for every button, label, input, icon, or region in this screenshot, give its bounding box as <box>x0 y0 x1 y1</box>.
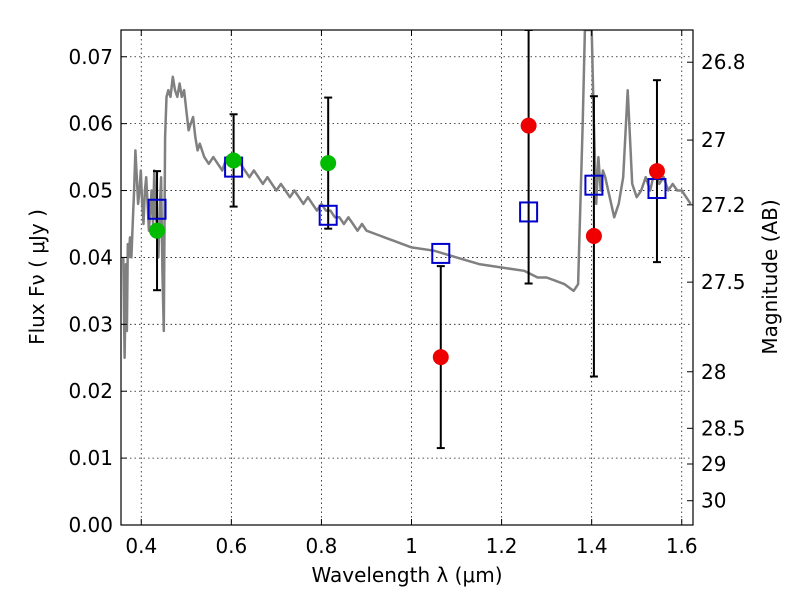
model-spectrum <box>122 30 692 360</box>
y-tick-label: 0.03 <box>68 312 113 336</box>
y-tick-label: 0.07 <box>68 45 113 69</box>
x-tick-label: 0.4 <box>125 534 157 558</box>
model-photometry-marker <box>519 201 539 223</box>
y-tick-label: 0.02 <box>68 379 113 403</box>
magnitude-tick-label: 28 <box>701 360 726 384</box>
magnitude-tick-label: 26.8 <box>701 50 746 74</box>
y-tick-label: 0.06 <box>68 112 113 136</box>
y-axis-ticks: 0.00 0.01 0.02 0.03 0.04 0.05 0.06 0.07 <box>68 45 127 537</box>
y-tick-label: 0.01 <box>68 446 113 470</box>
magnitude-tick-label: 29 <box>701 452 726 476</box>
x-axis-ticks: 0.4 0.6 0.8 1 1.2 1.4 1.6 <box>125 30 698 558</box>
x-tick-label: 1.4 <box>576 534 608 558</box>
magnitude-tick-label: 27.2 <box>701 193 746 217</box>
magnitude-tick-label: 28.5 <box>701 416 746 440</box>
model-photometry-marker <box>431 242 451 264</box>
x-axis-label: Wavelength λ (μm) <box>311 563 502 587</box>
observed-flux-marker <box>520 117 537 134</box>
data-markers <box>147 117 667 366</box>
magnitude-tick-label: 27 <box>701 128 726 152</box>
observed-flux-marker <box>585 228 602 245</box>
model-photometry-marker <box>584 174 604 196</box>
magnitude-axis-ticks: 26.8 27 27.2 27.5 28 28.5 29 30 <box>687 50 746 513</box>
observed-flux-marker <box>149 222 166 239</box>
observed-flux-marker <box>648 163 665 180</box>
model-photometry-marker <box>147 198 167 220</box>
model-photometry-marker <box>318 204 338 226</box>
y-axis-label: Flux Fν ( μJy ) <box>25 209 49 345</box>
error-bars <box>153 30 661 450</box>
y-tick-label: 0.04 <box>68 245 113 269</box>
y-tick-label: 0.00 <box>68 513 113 537</box>
x-tick-label: 1.2 <box>486 534 518 558</box>
y-tick-label: 0.05 <box>68 179 113 203</box>
magnitude-tick-label: 27.5 <box>701 270 746 294</box>
grid-lines <box>121 30 693 525</box>
spectrum-line <box>122 30 692 360</box>
right-axis-label: Magnitude (AB) <box>758 199 782 354</box>
observed-flux-marker <box>320 155 337 172</box>
observed-flux-marker <box>432 349 449 366</box>
observed-flux-marker <box>225 152 242 169</box>
x-tick-label: 0.6 <box>215 534 247 558</box>
magnitude-tick-label: 30 <box>701 489 726 513</box>
x-tick-label: 1 <box>405 534 418 558</box>
x-tick-label: 0.8 <box>306 534 338 558</box>
x-tick-label: 1.6 <box>666 534 698 558</box>
plot-frame <box>120 29 694 526</box>
